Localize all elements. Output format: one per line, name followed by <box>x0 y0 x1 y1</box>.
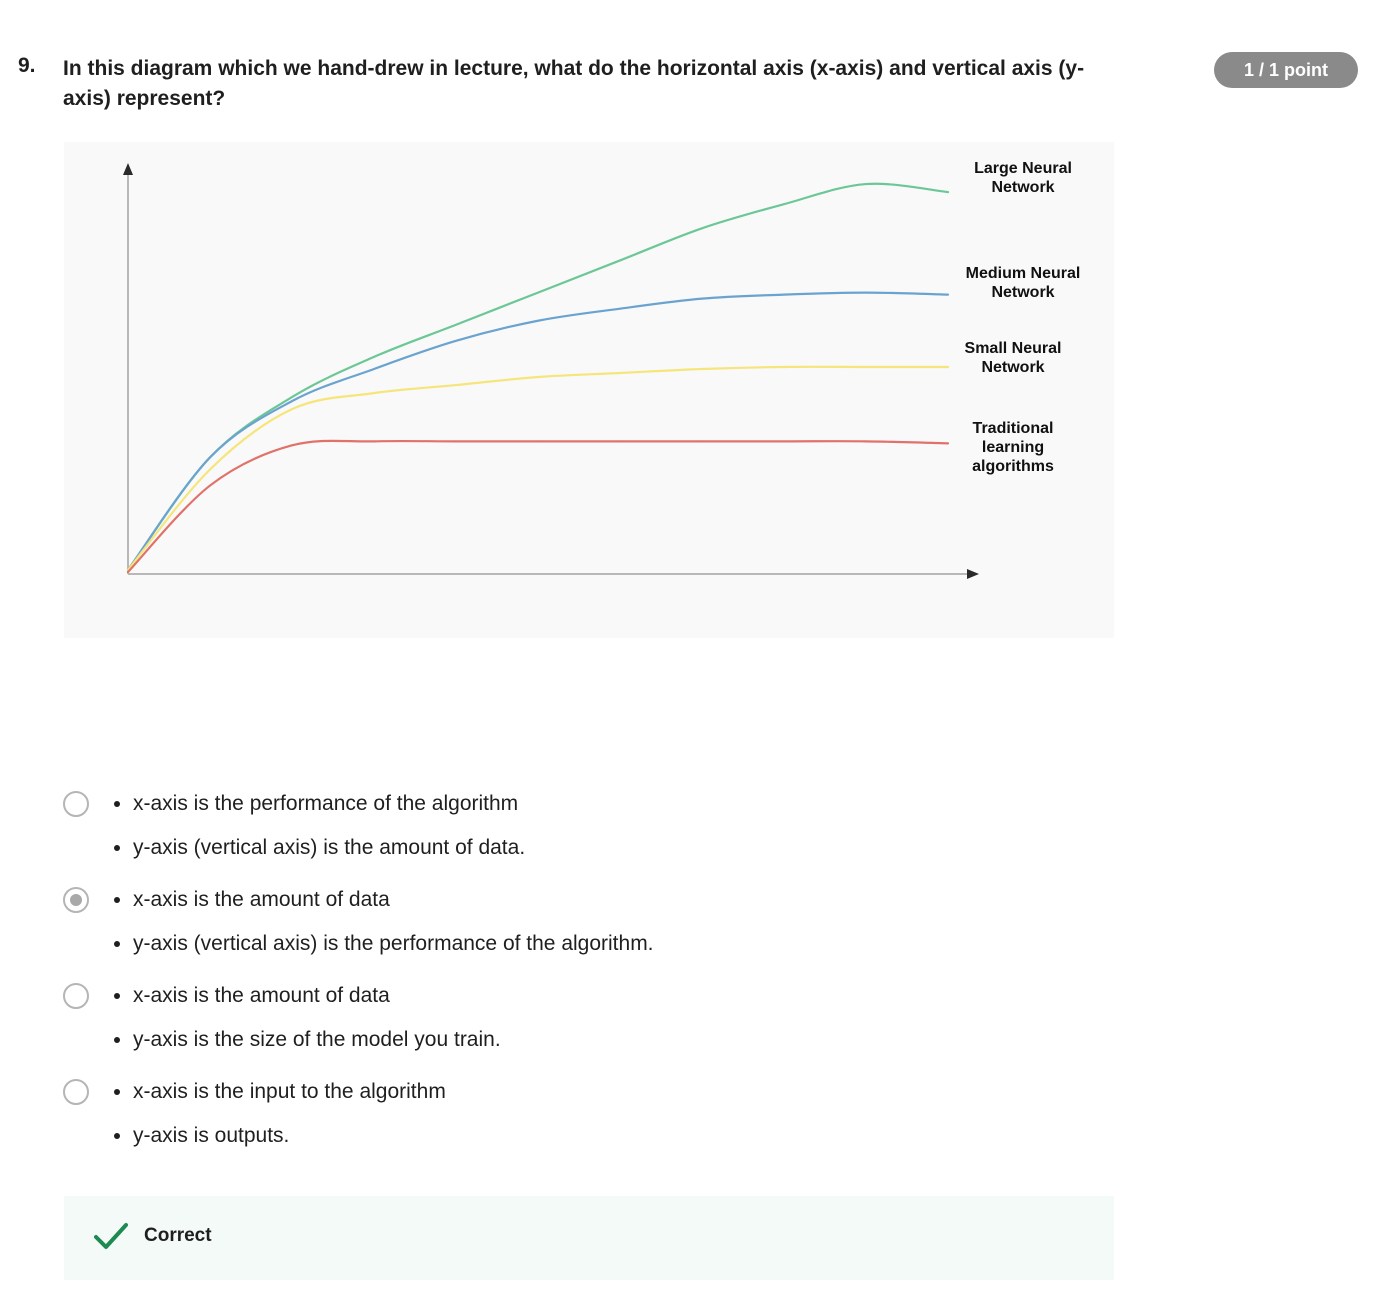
data-point-traditional-learning-algorithms-5 <box>537 440 539 443</box>
radio-button[interactable] <box>63 887 89 913</box>
data-point-large-neural-network-3 <box>373 356 375 358</box>
bullet-item: y-axis is the size of the model you trai… <box>133 1018 501 1062</box>
data-point-large-neural-network-2 <box>291 396 293 399</box>
data-point-small-neural-network-9 <box>865 366 867 368</box>
data-point-medium-neural-network-5 <box>537 319 539 322</box>
data-point-large-neural-network-10 <box>947 191 949 193</box>
data-point-large-neural-network-5 <box>537 291 539 294</box>
data-point-traditional-learning-algorithms-10 <box>947 442 949 445</box>
checkmark-icon <box>94 1223 128 1249</box>
answer-option-2[interactable]: x-axis is the amount of data y-axis (ver… <box>60 878 1120 974</box>
data-point-large-neural-network-9 <box>865 183 867 185</box>
radio-button[interactable] <box>63 1079 89 1105</box>
bullet-item: x-axis is the input to the algorithm <box>133 1070 446 1114</box>
option-bullets: x-axis is the amount of data y-axis (ver… <box>102 878 654 966</box>
data-point-medium-neural-network-6 <box>619 307 621 310</box>
data-point-small-neural-network-10 <box>947 366 949 368</box>
data-point-traditional-learning-algorithms-4 <box>455 440 457 443</box>
data-point-traditional-learning-algorithms-2 <box>291 444 293 447</box>
y-axis-arrow <box>123 163 133 175</box>
data-point-medium-neural-network-4 <box>455 339 457 342</box>
label-traditional-learning-algorithms: Traditional learning algorithms <box>972 420 1054 475</box>
radio-button[interactable] <box>63 983 89 1009</box>
data-point-large-neural-network-4 <box>455 323 457 326</box>
option-bullets: x-axis is the amount of data y-axis is t… <box>102 974 501 1062</box>
series-line-small-neural-network <box>126 365 950 572</box>
question-number: 9. <box>18 54 36 77</box>
bullet-item: y-axis (vertical axis) is the performanc… <box>133 922 654 966</box>
bullet-item: x-axis is the amount of data <box>133 878 654 922</box>
option-bullets: x-axis is the performance of the algorit… <box>102 782 525 870</box>
data-point-large-neural-network-7 <box>701 227 703 230</box>
data-point-small-neural-network-4 <box>455 384 457 386</box>
radio-button[interactable] <box>63 791 89 817</box>
data-point-medium-neural-network-10 <box>947 293 949 296</box>
answer-option-3[interactable]: x-axis is the amount of data y-axis is t… <box>60 974 1120 1070</box>
label-small-neural-network: Small Neural Network <box>964 340 1062 376</box>
data-point-small-neural-network-8 <box>783 366 785 368</box>
data-point-large-neural-network-8 <box>783 203 785 206</box>
question-text: In this diagram which we hand-drew in le… <box>63 57 1085 110</box>
data-point-traditional-learning-algorithms-7 <box>701 440 703 443</box>
data-point-small-neural-network-3 <box>373 392 375 394</box>
answer-option-4[interactable]: x-axis is the input to the algorithm y-a… <box>60 1070 1120 1166</box>
data-point-traditional-learning-algorithms-6 <box>619 440 621 443</box>
data-point-medium-neural-network-8 <box>783 293 785 296</box>
bullet-item: x-axis is the amount of data <box>133 974 501 1018</box>
label-large-neural-network: Large Neural Network <box>974 160 1072 196</box>
data-point-traditional-learning-algorithms-1 <box>209 484 211 487</box>
bullet-item: y-axis (vertical axis) is the amount of … <box>133 826 525 870</box>
answer-options: x-axis is the performance of the algorit… <box>60 782 1120 1166</box>
data-point-small-neural-network-6 <box>619 372 621 374</box>
data-point-small-neural-network-7 <box>701 368 703 370</box>
hand-drawn-chart: Large Neural Network Medium Neural Netwo… <box>64 142 1114 638</box>
data-point-medium-neural-network-7 <box>701 297 703 300</box>
feedback-panel: Correct <box>64 1196 1114 1280</box>
feedback-status: Correct <box>144 1225 212 1246</box>
data-point-medium-neural-network-2 <box>291 400 293 403</box>
data-point-small-neural-network-5 <box>537 376 539 378</box>
data-point-medium-neural-network-3 <box>373 368 375 370</box>
series-line-large-neural-network <box>126 182 950 572</box>
data-point-medium-neural-network-1 <box>209 456 211 459</box>
series-line-traditional-learning-algorithms <box>126 439 950 574</box>
data-point-traditional-learning-algorithms-8 <box>783 440 785 443</box>
bullet-item: x-axis is the performance of the algorit… <box>133 782 525 826</box>
chart-svg <box>123 163 979 579</box>
data-point-traditional-learning-algorithms-3 <box>373 440 375 443</box>
label-medium-neural-network: Medium Neural Network <box>965 265 1081 301</box>
answer-option-1[interactable]: x-axis is the performance of the algorit… <box>60 782 1120 878</box>
data-point-traditional-learning-algorithms-9 <box>865 440 867 443</box>
data-point-small-neural-network-2 <box>291 408 293 411</box>
chart-axes <box>123 163 979 579</box>
points-badge: 1 / 1 point <box>1214 52 1358 88</box>
option-bullets: x-axis is the input to the algorithm y-a… <box>102 1070 446 1158</box>
bullet-item: y-axis is outputs. <box>133 1114 446 1158</box>
chart-series <box>126 182 950 574</box>
data-point-medium-neural-network-9 <box>865 291 867 294</box>
x-axis-arrow <box>967 569 979 579</box>
data-point-large-neural-network-6 <box>619 259 621 262</box>
data-point-traditional-learning-algorithms-0 <box>127 571 129 573</box>
series-line-medium-neural-network <box>126 291 950 572</box>
data-point-small-neural-network-1 <box>209 468 211 471</box>
